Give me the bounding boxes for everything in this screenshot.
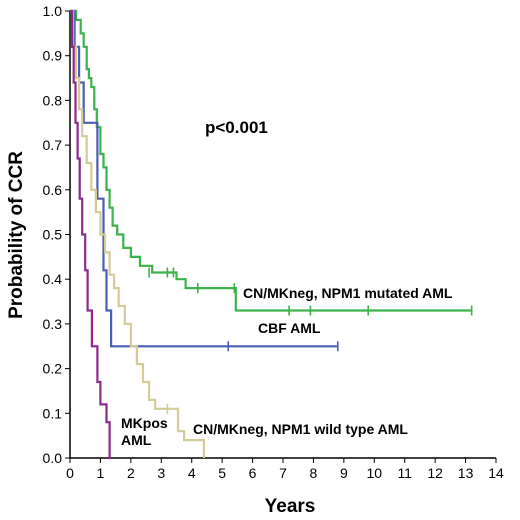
x-tick-label: 12 (427, 465, 443, 481)
y-tick-label: 0.5 (43, 227, 63, 243)
series-label-1: CBF AML (258, 320, 321, 336)
y-tick-label: 0.8 (43, 92, 63, 108)
series-line-2 (70, 9, 205, 458)
x-axis-title: Years (265, 496, 316, 517)
series-line-3 (70, 9, 112, 460)
y-tick-label: 0.6 (43, 182, 63, 198)
x-tick-label: 11 (397, 465, 412, 481)
y-axis-title: Probability of CCR (6, 151, 27, 319)
y-tick-label: 0.7 (43, 137, 63, 153)
y-tick-label: 0.2 (43, 361, 63, 377)
x-tick-label: 9 (340, 465, 348, 481)
x-tick-label: 5 (218, 465, 226, 481)
p-value-annotation: p<0.001 (205, 118, 268, 137)
x-tick-label: 6 (249, 465, 257, 481)
x-tick-label: 10 (366, 465, 382, 481)
y-tick-label: 0.9 (43, 48, 63, 64)
series-layer (70, 9, 473, 460)
x-tick-label: 3 (157, 465, 165, 481)
series-line-0 (70, 9, 472, 312)
y-tick-label: 0.1 (43, 405, 63, 421)
series-label-0: CN/MKneg, NPM1 mutated AML (243, 285, 453, 301)
series-label-2: CN/MKneg, NPM1 wild type AML (193, 421, 408, 437)
series-label-3: MKpos (121, 415, 168, 431)
x-tick-label: 0 (66, 465, 74, 481)
y-tick-label: 1.0 (43, 3, 63, 19)
x-tick-label: 2 (127, 465, 135, 481)
x-tick-label: 7 (279, 465, 287, 481)
y-tick-label: 0.3 (43, 316, 63, 332)
x-tick-label: 4 (188, 465, 196, 481)
series-labels: CN/MKneg, NPM1 mutated AML CBF AML CN/MKne… (121, 285, 453, 448)
y-tick-label: 0.4 (43, 271, 63, 287)
y-tick-label: 0.0 (43, 450, 63, 466)
axes: 0 1 2 3 4 5 6 7 8 9 10 11 12 13 140.00.10.20.30.40.50.… (43, 3, 504, 481)
x-tick-label: 14 (488, 465, 504, 481)
x-tick-label: 13 (458, 465, 474, 481)
series-label-3: AML (121, 432, 152, 448)
x-tick-label: 8 (310, 465, 318, 481)
x-tick-label: 1 (97, 465, 105, 481)
